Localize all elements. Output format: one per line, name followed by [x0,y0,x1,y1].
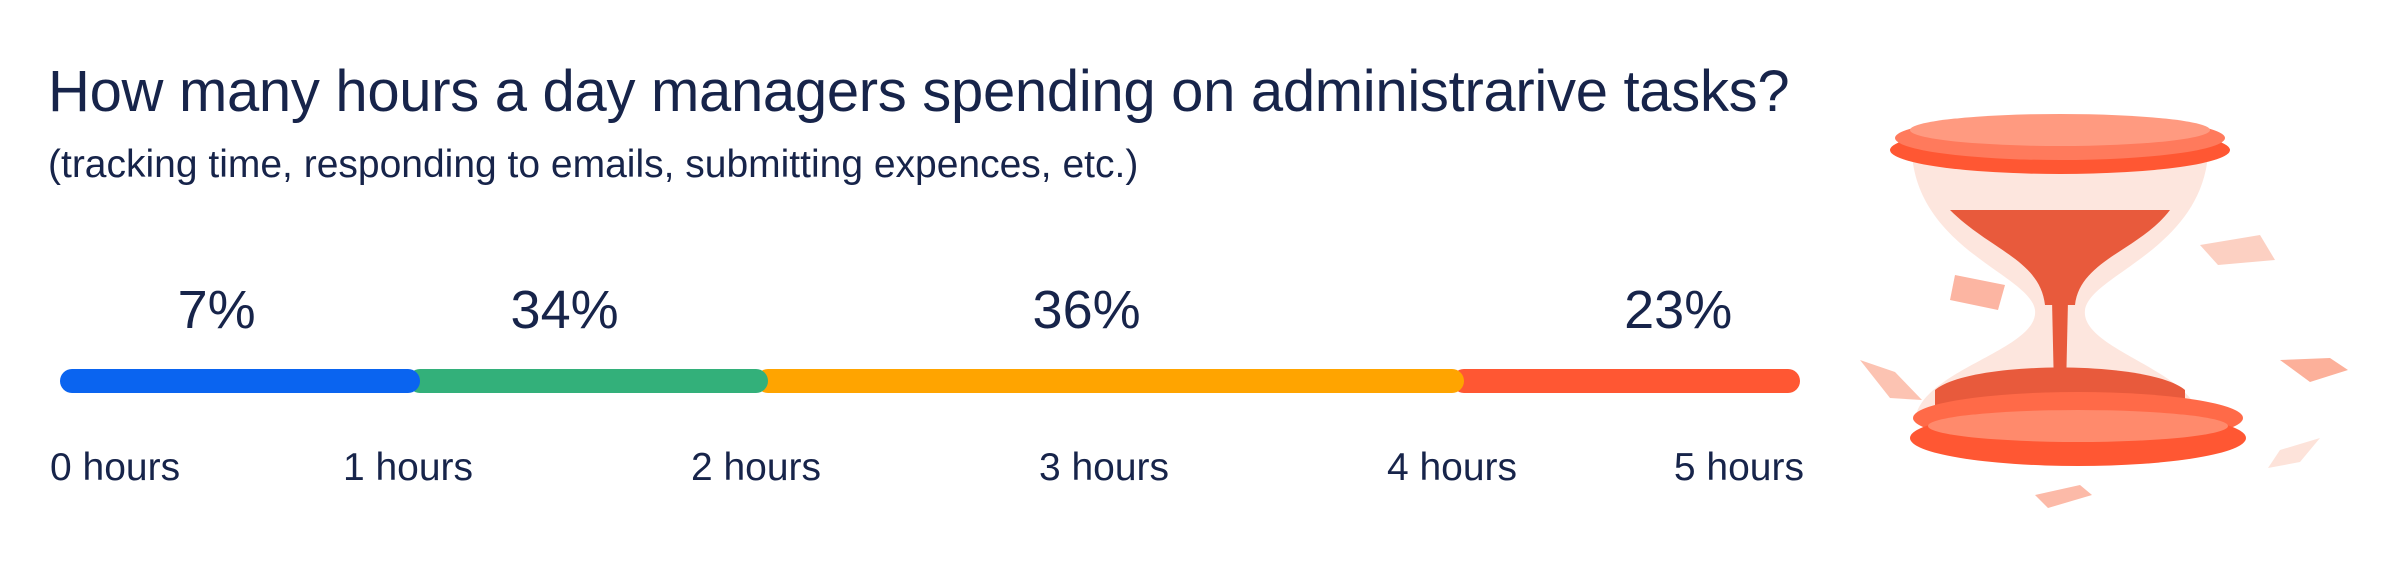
x-tick-label-5: 5 hours [1674,446,1804,489]
percent-label-1: 34% [511,280,619,340]
x-tick-label-4: 4 hours [1387,446,1517,489]
percent-label-0: 7% [178,280,256,340]
stacked-bar-chart: 7% 34% 36% 23% 0 hours 1 hours 2 hours 3 hours 4… [0,0,1830,574]
x-tick-label-3: 3 hours [1039,446,1169,489]
x-tick-label-1: 1 hours [343,446,473,489]
percent-label-2: 36% [1033,280,1141,340]
bar-segment-1 [408,369,768,393]
bar-segment-3 [1452,369,1800,393]
bar-segment-2 [756,369,1464,393]
bar-segment-0 [60,369,420,393]
x-tick-label-0: 0 hours [50,446,180,489]
hourglass-icon [1840,60,2360,530]
x-tick-label-2: 2 hours [691,446,821,489]
percent-label-3: 23% [1624,280,1732,340]
